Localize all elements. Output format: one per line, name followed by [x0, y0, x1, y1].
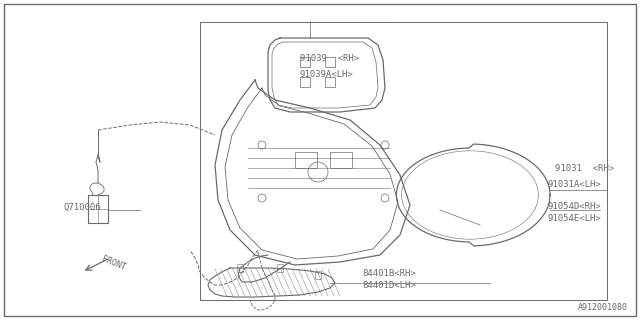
Text: 84401B<RH>: 84401B<RH> [362, 269, 416, 278]
Text: 84401D<LH>: 84401D<LH> [362, 282, 416, 291]
Text: FRONT: FRONT [100, 254, 127, 272]
Text: A912001080: A912001080 [578, 303, 628, 312]
Bar [200, 22, 607, 300]
Bar [300, 77, 310, 87]
Text: 91054D<RH>: 91054D<RH> [548, 202, 602, 211]
Text: 91039A<LH>: 91039A<LH> [300, 69, 354, 78]
Text: 91031  <RH>: 91031 <RH> [555, 164, 614, 172]
Bar [237, 264, 243, 272]
Bar [88, 195, 108, 223]
Text: 91039  <RH>: 91039 <RH> [300, 53, 359, 62]
Text: 91054E<LH>: 91054E<LH> [548, 213, 602, 222]
Bar [325, 57, 335, 67]
Bar [300, 57, 310, 67]
Text: 91031A<LH>: 91031A<LH> [547, 180, 601, 188]
Bar [277, 264, 283, 272]
Bar [330, 152, 352, 168]
Text: Q710006: Q710006 [64, 203, 102, 212]
Bar [295, 152, 317, 168]
Bar [325, 77, 335, 87]
Bar [315, 271, 321, 279]
